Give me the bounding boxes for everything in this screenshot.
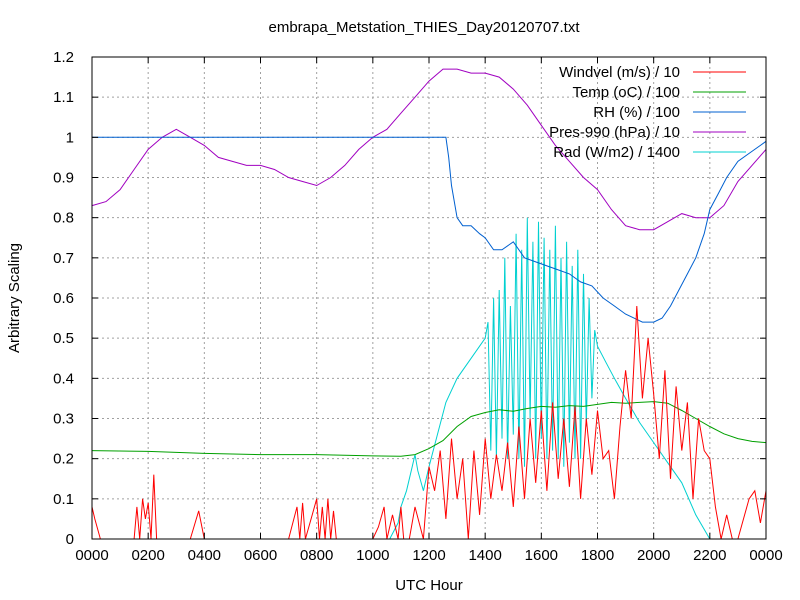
x-tick-label: 1200 [412,547,445,564]
legend-label: RH (%) / 100 [593,104,680,121]
legend: Windvel (m/s) / 10 Temp (oC) / 100 RH (%) … [549,64,746,161]
x-tick-label: 1000 [356,547,389,564]
x-tick-label: 0600 [244,547,277,564]
y-tick-label: 0.1 [53,491,74,508]
x-tick-label: 0800 [300,547,333,564]
y-tick-label: 0.8 [53,210,74,227]
series-line [91,68,767,231]
x-tick-label: 0000 [749,547,782,564]
y-tick-label: 0.5 [53,330,74,347]
y-tick-label: 0.3 [53,411,74,428]
x-tick-label: 0400 [188,547,221,564]
series-line [92,217,766,540]
x-tick-label: 0000 [75,547,108,564]
x-axis-label: UTC Hour [395,577,463,594]
series-lines [91,68,767,540]
chart-title: embrapa_Metstation_THIES_Day20120707.txt [268,19,580,36]
legend-label: Windvel (m/s) / 10 [559,64,680,81]
legend-label: Rad (W/m2) / 1400 [553,144,680,161]
y-tick-label: 0.4 [53,370,74,387]
y-tick-label: 0.6 [53,290,74,307]
x-tick-label: 1800 [581,547,614,564]
y-tick-label: 0.2 [53,451,74,468]
x-tick-label: 1600 [525,547,558,564]
series-line [92,136,767,323]
y-tick-label: 1 [66,129,74,146]
axis-ticks: 0000 0200 0400 0600 0800 1000 1200 1400 1600 1800… [53,49,783,564]
y-tick-label: 0 [66,531,74,548]
x-tick-label: 2000 [637,547,670,564]
series-line [91,401,767,457]
legend-label: Temp (oC) / 100 [572,84,680,101]
y-tick-label: 0.9 [53,170,74,187]
x-tick-label: 2200 [693,547,726,564]
x-tick-label: 1400 [468,547,501,564]
y-tick-label: 1.1 [53,89,74,106]
legend-label: Pres-990 (hPa) / 10 [549,124,680,141]
x-tick-label: 0200 [131,547,164,564]
y-axis-label: Arbitrary Scaling [6,243,23,353]
y-tick-label: 1.2 [53,49,74,66]
y-tick-label: 0.7 [53,250,74,267]
